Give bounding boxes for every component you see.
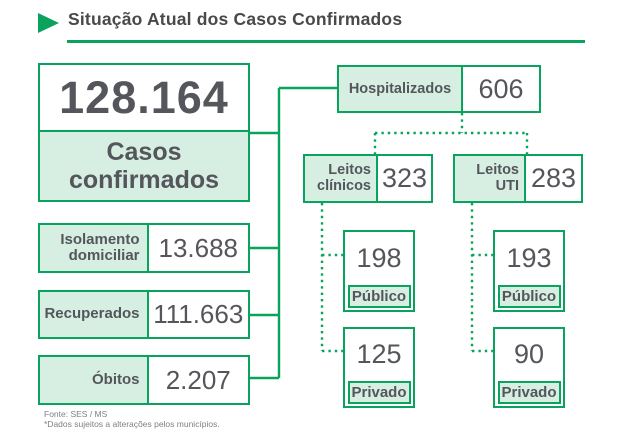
stat-row-deaths: Óbitos 2.207 bbox=[38, 355, 250, 405]
deaths-label: Óbitos bbox=[40, 357, 147, 403]
clinical-public-value: 198 bbox=[356, 242, 402, 273]
recovered-label: Recuperados bbox=[40, 292, 147, 337]
stat-row-hospitalized: Hospitalizados 606 bbox=[337, 65, 541, 113]
icu-public-value: 193 bbox=[506, 242, 552, 273]
icu-beds-value: 283 bbox=[524, 156, 581, 201]
isolation-label: Isolamento domiciliar bbox=[40, 225, 147, 271]
isolation-value: 13.688 bbox=[146, 225, 248, 271]
clinical-private-label: Privado bbox=[347, 380, 411, 404]
title-arrow-icon bbox=[38, 13, 59, 33]
clinical-private-value: 125 bbox=[356, 339, 402, 370]
icu-private-box: 90 Privado bbox=[493, 327, 565, 408]
recovered-value: 111.663 bbox=[146, 292, 248, 337]
clinical-beds-label: Leitos clínicos bbox=[305, 156, 376, 201]
footer: Fonte: SES / MS *Dados sujeitos a altera… bbox=[44, 409, 220, 429]
clinical-beds-value: 323 bbox=[376, 156, 431, 201]
clinical-private-box: 125 Privado bbox=[343, 327, 415, 408]
stat-row-recovered: Recuperados 111.663 bbox=[38, 290, 250, 339]
deaths-value: 2.207 bbox=[146, 357, 248, 403]
stat-row-icu-beds: Leitos UTI 283 bbox=[453, 154, 583, 203]
icu-private-label: Privado bbox=[497, 380, 561, 404]
hospitalized-label: Hospitalizados bbox=[339, 67, 461, 111]
title-underline bbox=[67, 40, 585, 43]
confirmed-cases-label: Casos confirmados bbox=[38, 130, 250, 202]
footer-note: *Dados sujeitos a alterações pelos munic… bbox=[44, 419, 220, 429]
page-title: Situação Atual dos Casos Confirmados bbox=[68, 9, 403, 29]
stat-row-clinical-beds: Leitos clínicos 323 bbox=[303, 154, 433, 203]
hospitalized-value: 606 bbox=[461, 67, 539, 111]
icu-beds-label: Leitos UTI bbox=[455, 156, 524, 201]
icu-public-box: 193 Público bbox=[493, 230, 565, 312]
icu-public-label: Público bbox=[497, 284, 561, 308]
footer-source: Fonte: SES / MS bbox=[44, 409, 108, 419]
confirmed-cases-value: 128.164 bbox=[38, 63, 250, 133]
stat-row-isolation: Isolamento domiciliar 13.688 bbox=[38, 223, 250, 273]
icu-private-value: 90 bbox=[513, 339, 545, 370]
clinical-public-label: Público bbox=[347, 284, 411, 308]
clinical-public-box: 198 Público bbox=[343, 230, 415, 312]
